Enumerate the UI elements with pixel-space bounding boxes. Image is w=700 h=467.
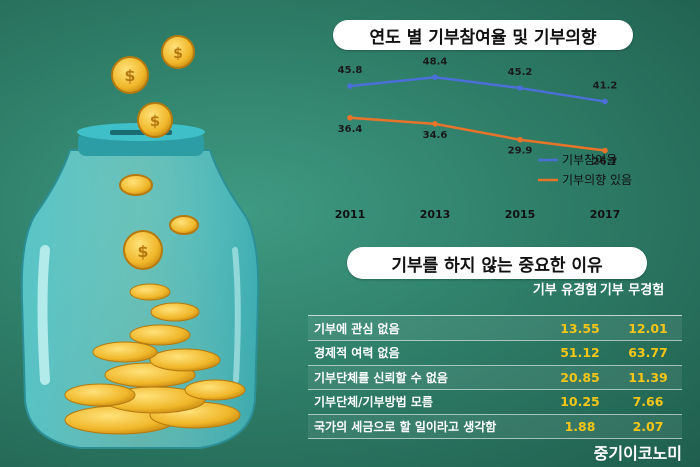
series-line-1: [349, 76, 606, 103]
coin-jar-illustration: $ $ $ $: [20, 35, 260, 449]
data-label: 34.6: [423, 130, 448, 141]
svg-text:$: $: [124, 66, 135, 85]
data-label: 48.4: [423, 56, 448, 67]
jar-lid: [77, 123, 205, 156]
data-point: [347, 83, 353, 89]
series-line-2: [349, 116, 606, 152]
row-label: 기부에 관심 없음: [314, 321, 400, 336]
data-label: 36.4: [338, 124, 363, 135]
row-label: 국가의 세금으로 할 일이라고 생각함: [314, 419, 497, 434]
value-experienced: 10.25: [560, 394, 600, 409]
falling-coins: $ $ $ $: [111, 35, 199, 270]
data-label: 41.2: [593, 81, 618, 92]
row-label: 경제적 여력 없음: [314, 346, 400, 360]
publisher-watermark: 중기이코노미: [593, 444, 682, 463]
table-title: 기부를 하지 않는 중요한 이유: [391, 255, 603, 276]
x-tick-label: 2013: [420, 208, 451, 221]
x-tick-label: 2017: [590, 208, 621, 221]
chart-title-pill: 연도 별 기부참여율 및 기부의향: [333, 20, 633, 50]
coin-pile: [64, 283, 246, 435]
value-inexperienced: 12.01: [628, 320, 668, 336]
svg-text:$: $: [173, 46, 183, 62]
svg-text:$: $: [150, 112, 160, 130]
data-label: 45.8: [338, 65, 363, 76]
data-point: [602, 98, 608, 105]
value-experienced: 1.88: [564, 418, 596, 434]
table-row: 기부단체를 신뢰할 수 없음 20.85 11.39: [308, 365, 682, 390]
data-point: [517, 136, 523, 143]
value-inexperienced: 63.77: [628, 345, 668, 360]
table-row: 국가의 세금으로 할 일이라고 생각함 1.88 2.07: [308, 414, 682, 439]
column-header-inexperienced: 기부 무경험: [599, 283, 665, 298]
data-point: [517, 85, 523, 91]
table-top-border: [308, 315, 682, 316]
data-point: [347, 114, 353, 121]
value-experienced: 20.85: [560, 369, 600, 385]
data-label: 26.7: [593, 157, 618, 168]
legend-label: 기부의향 있음: [562, 173, 632, 187]
data-point: [432, 121, 438, 127]
x-tick-label: 2011: [335, 208, 366, 221]
table-row: 기부에 관심 없음 13.55 12.01: [308, 316, 682, 341]
row-label: 기부단체/기부방법 모름: [314, 395, 433, 409]
data-label: 45.2: [508, 67, 533, 78]
x-tick-label: 2015: [505, 208, 536, 221]
value-experienced: 13.55: [560, 320, 600, 336]
line-chart: 45.8 48.4 45.2 41.2 36.4 34.6 29.9 26.7 2011 2013…: [335, 56, 632, 221]
column-header-experienced: 기부 유경험: [532, 283, 598, 298]
data-label: 29.9: [508, 146, 533, 157]
value-inexperienced: 7.66: [632, 394, 664, 409]
value-inexperienced: 11.39: [628, 369, 668, 385]
legend-label: 기부참여율: [562, 153, 617, 167]
svg-text:$: $: [137, 242, 148, 261]
table-row: 경제적 여력 없음 51.12 63.77: [308, 341, 682, 366]
table-row: 기부단체/기부방법 모름 10.25 7.66: [308, 390, 682, 415]
row-label: 기부단체를 신뢰할 수 없음: [314, 370, 448, 385]
table-title-pill: 기부를 하지 않는 중요한 이유: [347, 247, 647, 279]
value-experienced: 51.12: [560, 345, 600, 360]
data-point: [432, 74, 438, 81]
chart-title: 연도 별 기부참여율 및 기부의향: [369, 27, 597, 48]
data-point: [602, 147, 608, 154]
value-inexperienced: 2.07: [632, 418, 664, 434]
